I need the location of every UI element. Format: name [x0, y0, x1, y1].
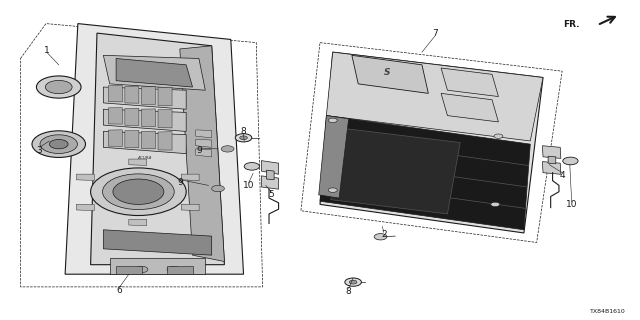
Circle shape	[244, 163, 259, 170]
Polygon shape	[76, 204, 94, 211]
Polygon shape	[320, 116, 531, 230]
Polygon shape	[125, 131, 139, 148]
Circle shape	[345, 278, 362, 286]
Polygon shape	[103, 109, 186, 132]
Circle shape	[36, 76, 81, 98]
Polygon shape	[352, 55, 428, 93]
Circle shape	[40, 135, 77, 154]
Polygon shape	[116, 59, 193, 87]
Text: 1: 1	[44, 46, 50, 55]
Text: 8: 8	[346, 287, 351, 296]
Text: S: S	[383, 68, 390, 77]
Polygon shape	[109, 258, 205, 274]
Circle shape	[212, 185, 225, 192]
Polygon shape	[196, 130, 212, 138]
Text: 9: 9	[196, 146, 202, 155]
Text: 10: 10	[243, 181, 254, 190]
Text: ACURA: ACURA	[138, 156, 152, 160]
Polygon shape	[103, 55, 205, 90]
Polygon shape	[196, 140, 212, 147]
Polygon shape	[103, 230, 212, 255]
Polygon shape	[116, 266, 141, 274]
Polygon shape	[129, 159, 147, 165]
Polygon shape	[181, 204, 199, 211]
Text: TX84B1610: TX84B1610	[590, 309, 626, 314]
Circle shape	[236, 134, 252, 142]
Circle shape	[49, 140, 68, 149]
Polygon shape	[141, 87, 156, 104]
Polygon shape	[103, 87, 186, 109]
Circle shape	[328, 188, 337, 192]
Circle shape	[45, 80, 72, 94]
Polygon shape	[158, 132, 172, 150]
Polygon shape	[180, 46, 225, 261]
Circle shape	[328, 118, 337, 123]
Polygon shape	[196, 149, 212, 157]
Text: 5: 5	[269, 190, 275, 199]
Polygon shape	[331, 128, 460, 214]
Polygon shape	[108, 130, 122, 146]
Circle shape	[491, 202, 500, 207]
Circle shape	[32, 131, 86, 157]
Text: 3: 3	[36, 146, 42, 155]
Polygon shape	[320, 52, 543, 233]
Polygon shape	[542, 146, 561, 158]
Text: 9: 9	[177, 178, 182, 187]
Text: 10: 10	[566, 200, 577, 209]
Polygon shape	[141, 109, 156, 127]
Text: 4: 4	[559, 172, 565, 180]
Polygon shape	[326, 52, 543, 141]
Polygon shape	[158, 87, 172, 106]
Polygon shape	[91, 33, 225, 265]
Polygon shape	[548, 156, 556, 164]
Polygon shape	[319, 116, 349, 198]
Polygon shape	[181, 174, 199, 180]
Circle shape	[221, 146, 234, 152]
Circle shape	[349, 280, 357, 284]
Polygon shape	[441, 68, 499, 97]
Text: FR.: FR.	[563, 20, 580, 29]
Polygon shape	[158, 109, 172, 128]
Polygon shape	[167, 266, 193, 274]
Text: 2: 2	[381, 230, 387, 239]
Text: 7: 7	[432, 28, 438, 38]
Polygon shape	[266, 170, 274, 180]
Polygon shape	[129, 219, 147, 226]
Polygon shape	[103, 132, 186, 154]
Polygon shape	[108, 108, 122, 124]
Polygon shape	[542, 162, 561, 174]
Polygon shape	[261, 176, 278, 189]
Polygon shape	[108, 85, 122, 102]
Polygon shape	[261, 161, 278, 174]
Polygon shape	[441, 93, 499, 122]
Circle shape	[494, 134, 503, 139]
Polygon shape	[76, 174, 94, 180]
Circle shape	[91, 168, 186, 215]
Polygon shape	[125, 108, 139, 125]
Circle shape	[113, 179, 164, 204]
Text: 8: 8	[241, 127, 246, 136]
Circle shape	[167, 266, 180, 273]
Text: 6: 6	[116, 286, 122, 295]
Circle shape	[240, 136, 247, 140]
Circle shape	[563, 157, 578, 165]
Circle shape	[102, 174, 174, 210]
Circle shape	[135, 266, 148, 273]
Polygon shape	[141, 131, 156, 149]
Polygon shape	[125, 86, 139, 103]
Circle shape	[374, 234, 387, 240]
Polygon shape	[65, 24, 244, 274]
